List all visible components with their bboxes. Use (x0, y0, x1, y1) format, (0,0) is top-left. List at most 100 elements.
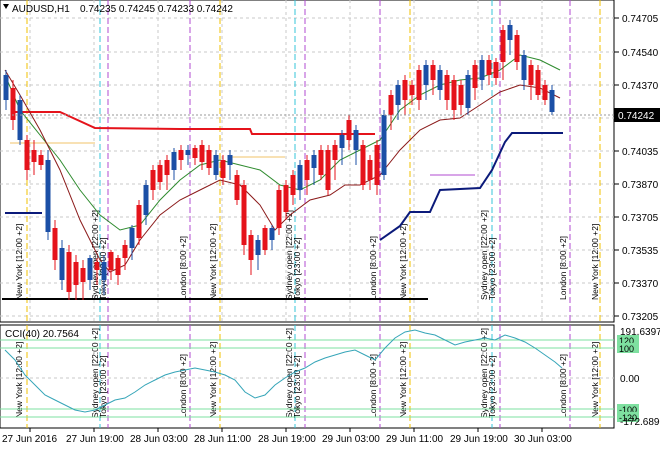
candle-body (276, 190, 282, 228)
current-price-tag (614, 108, 660, 122)
candle-body (472, 65, 478, 88)
time-tick-label: 27 Jun 2016 (2, 434, 57, 445)
candle-body (297, 165, 303, 190)
candle-body (185, 150, 191, 155)
candle-body (500, 30, 506, 62)
candle-body (220, 160, 226, 178)
session-label: New York [12:00 +2] (208, 224, 218, 300)
session-label: Tokyo [23:00 +2] (292, 355, 302, 418)
candle-body (458, 85, 464, 105)
session-label: London [8:00 +2] (178, 236, 188, 300)
candle-body (535, 70, 541, 95)
price-tick-label: 0.73705 (622, 213, 659, 224)
candle-body (59, 248, 65, 280)
time-tick-label: 29 Jun 19:00 (450, 434, 508, 445)
session-label: Tokyo [23:00 +2] (292, 237, 302, 300)
candle-body (52, 228, 58, 260)
candle-body (304, 160, 310, 180)
candle-body (430, 65, 436, 80)
cci-axis-label: 0.00 (620, 374, 640, 385)
session-label: Tokyo [23:00 +2] (98, 355, 108, 418)
candle-body (549, 90, 555, 112)
price-tick-label: 0.73370 (622, 279, 659, 290)
candle-body (388, 95, 394, 115)
candle-body (542, 85, 548, 100)
cci-label: CCI(40) 20.7564 (5, 329, 79, 340)
session-label: London [8:00 +2] (178, 354, 188, 418)
price-tick-label: 0.74035 (622, 147, 659, 158)
session-label: Sydney open [22:00 +2] (284, 328, 294, 418)
session-label: Sydney open [22:00 +2] (90, 328, 100, 418)
candle-body (73, 262, 79, 285)
candle-body (465, 75, 471, 108)
session-label: London [8:00 +2] (368, 354, 378, 418)
candle-body (290, 175, 296, 195)
indicator-pane[interactable] (0, 324, 615, 429)
candle-body (346, 120, 352, 140)
candle-body (437, 70, 443, 90)
candle-body (283, 185, 289, 212)
price-tick-label: 0.73535 (622, 246, 659, 257)
candle-body (241, 185, 247, 245)
resistance-line (12, 111, 375, 135)
cci-level-label: -100 (619, 405, 637, 415)
time-tick-label: 28 Jun 19:00 (258, 434, 316, 445)
cci-axis-label: 191.6397 (620, 327, 660, 338)
support-line (379, 132, 563, 241)
session-label: Sydney open [22:00 +2] (479, 210, 489, 300)
session-label: New York [12:00 +2] (208, 342, 218, 418)
session-label: Sydney open [22:00 +2] (284, 210, 294, 300)
candle-body (164, 160, 170, 175)
symbol-label: AUDUSD,H1 (12, 4, 70, 15)
candle-body (17, 100, 23, 140)
time-tick-label: 29 Jun 03:00 (322, 434, 380, 445)
candle-body (192, 148, 198, 158)
candle-body (311, 155, 317, 168)
candle-body (395, 85, 401, 105)
time-tick-label: 29 Jun 11:00 (386, 434, 444, 445)
session-label: New York [12:00 +2] (590, 224, 600, 300)
candle-body (10, 88, 16, 120)
price-tick-label: 0.73870 (622, 180, 659, 191)
session-label: Tokyo [23:00 +2] (487, 237, 497, 300)
candle-body (24, 140, 30, 170)
candle-body (157, 165, 163, 182)
cci-level-tag (617, 412, 639, 422)
candle-body (514, 35, 520, 62)
candle-body (493, 62, 499, 78)
candle-body (108, 252, 114, 270)
candle-body (360, 145, 366, 185)
price-tick-label: 0.74540 (622, 48, 659, 59)
candle-body (150, 170, 156, 190)
candle-body (101, 262, 107, 280)
session-label: Sydney open [22:00 +2] (90, 210, 100, 300)
candle-body (234, 175, 240, 200)
candle-body (178, 150, 184, 160)
candle-body (381, 115, 387, 175)
cci-level-label: 100 (619, 344, 634, 354)
ma-slow-line (4, 69, 561, 273)
candle-body (528, 65, 534, 85)
ohlc-values: 0.74235 0.74245 0.74233 0.74242 (80, 4, 233, 15)
candle-body (115, 258, 121, 275)
session-label: New York [12:00 +2] (398, 224, 408, 300)
candle-body (479, 60, 485, 80)
cci-level-label: 120 (619, 336, 634, 346)
candle-body (94, 262, 100, 270)
candle-body (255, 240, 261, 255)
candle-body (80, 268, 86, 282)
candle-body (486, 60, 492, 75)
candle-body (451, 80, 457, 110)
candle-body (31, 150, 37, 162)
candle-body (416, 70, 422, 100)
cci-level-tag (617, 335, 639, 345)
candle-body (444, 75, 450, 100)
time-tick-label: 28 Jun 03:00 (130, 434, 188, 445)
time-tick-label: 27 Jun 19:00 (66, 434, 124, 445)
candle-body (171, 152, 177, 170)
candle-body (339, 135, 345, 148)
cci-level-tag (617, 343, 639, 353)
session-label: New York [12:00 +2] (14, 224, 24, 300)
candle-body (507, 25, 513, 40)
